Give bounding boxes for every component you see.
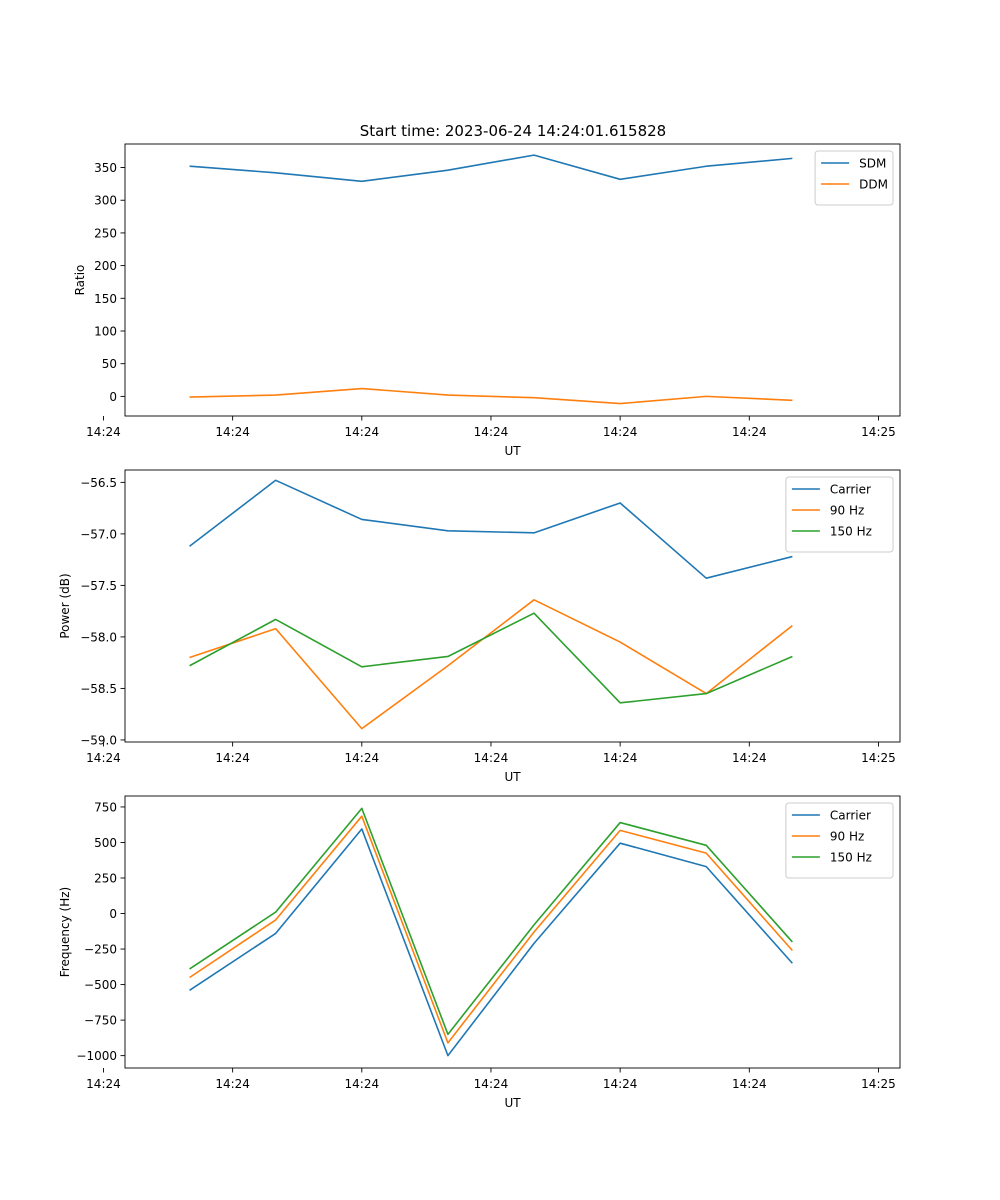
y-axis-label: Frequency (Hz) [58, 887, 72, 978]
y-tick-label: −57.5 [80, 579, 117, 593]
x-tick-label: 14:24 [215, 751, 250, 765]
chart-panel-3: 14:24 14:24 14:24 14:24 14:24 14:24 14:25 UT −10… [58, 795, 901, 1110]
y-tick-label: 0 [109, 907, 117, 921]
x-axis-label: UT [504, 444, 521, 458]
chart-panel-1: 14:24 14:24 14:24 14:24 14:24 14:24 14:25 UT 0 50… [73, 143, 901, 458]
y-tick-label: −58.5 [80, 682, 117, 696]
y-tick-label: 250 [94, 226, 117, 240]
figure-title: Start time: 2023-06-24 14:24:01.615828 [360, 122, 666, 140]
axes-frame [124, 795, 901, 1069]
legend-label-2: DDM [859, 178, 888, 192]
legend-label-2: 90 Hz [830, 504, 864, 518]
x-tick-label: 14:24 [603, 425, 638, 439]
x-tick-label: 14:24 [732, 1077, 767, 1091]
legend-label-3: 150 Hz [830, 525, 872, 539]
x-tick-label: 14:25 [861, 1077, 896, 1091]
series-line-3-2 [189, 815, 793, 1044]
series-line-3-3 [189, 807, 793, 1036]
legend-label-1: Carrier [830, 809, 871, 823]
x-tick-label: 14:24 [732, 425, 767, 439]
y-tick-label: 300 [94, 194, 117, 208]
x-tick-label: 14:24 [732, 751, 767, 765]
axes-frame [124, 143, 901, 417]
y-tick-label: 500 [94, 836, 117, 850]
y-tick-label: −250 [84, 943, 117, 957]
series-line-2-1 [189, 479, 793, 579]
y-tick-label: −59.0 [80, 733, 117, 747]
x-tick-label: 14:24 [474, 425, 509, 439]
x-axis-label: UT [504, 1096, 521, 1110]
legend-label-2: 90 Hz [830, 830, 864, 844]
legend: Carrier 90 Hz 150 Hz [785, 476, 894, 553]
series-line-3-1 [189, 828, 793, 1057]
x-tick-label: 14:24 [86, 1077, 121, 1091]
x-tick-label: 14:24 [603, 751, 638, 765]
y-axis-label: Ratio [73, 265, 87, 296]
legend: SDM DDM [814, 150, 894, 206]
x-tick-label: 14:24 [603, 1077, 638, 1091]
series-line-2-3 [189, 612, 793, 704]
legend-box [785, 476, 894, 553]
x-tick-label: 14:24 [345, 751, 380, 765]
x-tick-label: 14:24 [474, 751, 509, 765]
x-axis-label: UT [504, 770, 521, 784]
x-tick-label: 14:24 [215, 425, 250, 439]
x-tick-label: 14:24 [345, 425, 380, 439]
y-tick-label: 50 [102, 357, 117, 371]
y-tick-label: 0 [109, 390, 117, 404]
series-line-1-1 [189, 154, 793, 183]
legend-box [814, 150, 894, 206]
series-line-1-2 [189, 387, 793, 405]
y-axis-label: Power (dB) [58, 573, 72, 638]
y-tick-label: 150 [94, 292, 117, 306]
x-tick-label: 14:24 [86, 751, 121, 765]
axes-frame [124, 469, 901, 743]
legend: Carrier 90 Hz 150 Hz [785, 802, 894, 879]
x-tick-label: 14:25 [861, 751, 896, 765]
series-line-2-2 [189, 599, 793, 730]
y-tick-label: −750 [84, 1014, 117, 1028]
y-tick-label: −500 [84, 978, 117, 992]
y-tick-label: 100 [94, 325, 117, 339]
y-tick-label: −57.0 [80, 527, 117, 541]
legend-label-1: SDM [859, 157, 886, 171]
x-tick-label: 14:25 [861, 425, 896, 439]
x-tick-label: 14:24 [86, 425, 121, 439]
legend-label-3: 150 Hz [830, 851, 872, 865]
y-tick-label: −56.5 [80, 476, 117, 490]
y-tick-label: 250 [94, 871, 117, 885]
y-tick-label: 350 [94, 161, 117, 175]
x-tick-label: 14:24 [215, 1077, 250, 1091]
y-tick-label: 200 [94, 259, 117, 273]
chart-panel-2: 14:24 14:24 14:24 14:24 14:24 14:24 14:25 UT −59… [58, 469, 901, 784]
x-tick-label: 14:24 [474, 1077, 509, 1091]
legend-box [785, 802, 894, 879]
y-tick-label: −58.0 [80, 630, 117, 644]
y-tick-label: −1000 [76, 1049, 117, 1063]
legend-label-1: Carrier [830, 483, 871, 497]
x-tick-label: 14:24 [345, 1077, 380, 1091]
y-tick-label: 750 [94, 800, 117, 814]
